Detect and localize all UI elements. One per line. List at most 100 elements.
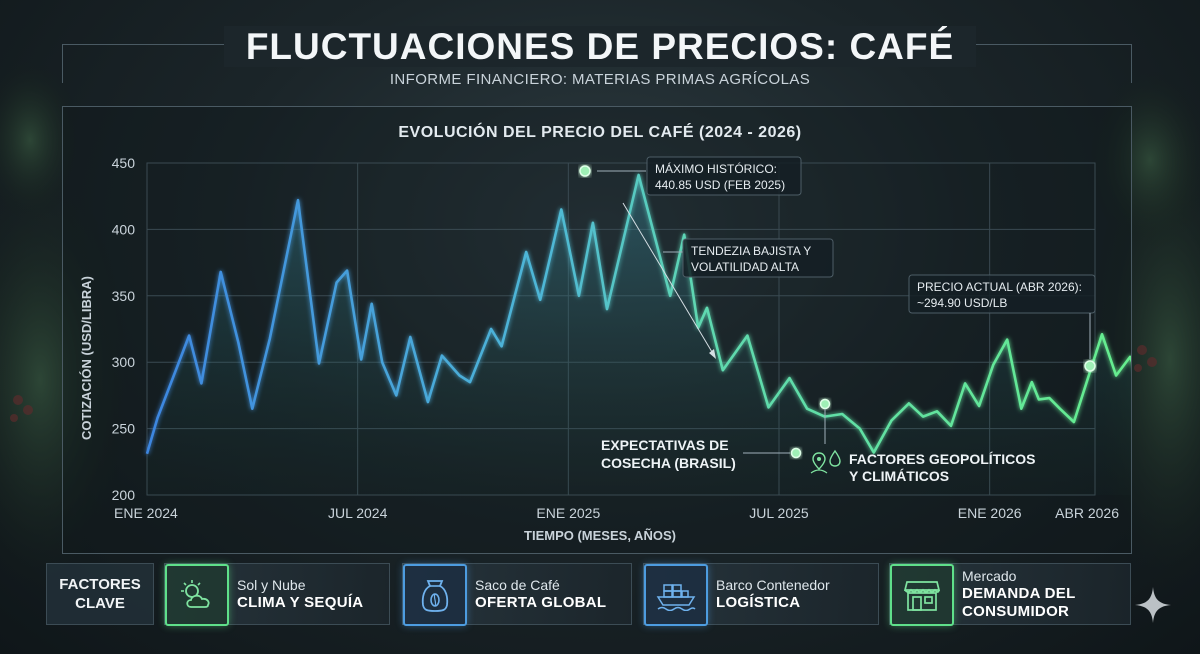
data-point bbox=[441, 354, 443, 356]
data-point bbox=[1031, 381, 1033, 383]
data-point bbox=[1059, 408, 1061, 410]
price-line bbox=[145, 173, 1131, 455]
data-point bbox=[220, 271, 222, 273]
data-point bbox=[592, 222, 594, 224]
data-point bbox=[490, 328, 492, 330]
data-point bbox=[1101, 333, 1103, 335]
data-point bbox=[469, 381, 471, 383]
data-point bbox=[1115, 374, 1117, 376]
current-marker bbox=[1084, 360, 1096, 372]
data-point bbox=[669, 295, 671, 297]
data-point bbox=[395, 394, 397, 396]
data-point bbox=[722, 369, 724, 371]
data-point bbox=[237, 341, 239, 343]
x-tick-label: ENE 2024 bbox=[114, 505, 178, 521]
market-stall-icon bbox=[890, 564, 954, 626]
x-tick-label: ENE 2026 bbox=[958, 505, 1022, 521]
data-point bbox=[950, 425, 952, 427]
data-point bbox=[1073, 421, 1075, 423]
sun-cloud-icon bbox=[165, 564, 229, 626]
chart-panel: EVOLUCIÓN DEL PRECIO DEL CAFÉ (2024 - 20… bbox=[62, 106, 1132, 554]
container-ship-icon bbox=[644, 564, 708, 626]
data-point bbox=[500, 345, 502, 347]
data-point bbox=[992, 364, 994, 366]
data-point bbox=[156, 417, 158, 419]
data-point bbox=[890, 419, 892, 421]
factor-sub-climate: Sol y Nube bbox=[237, 577, 306, 593]
factor-main-logistics: LOGÍSTICA bbox=[716, 594, 801, 611]
data-point bbox=[346, 269, 348, 271]
trend-line-1: TENDEZIA BAJISTA Y bbox=[691, 244, 811, 258]
water-drop-icon bbox=[829, 449, 841, 467]
x-tick-label: JUL 2025 bbox=[749, 505, 809, 521]
x-tick-label: JUL 2024 bbox=[328, 505, 388, 521]
data-point bbox=[936, 410, 938, 412]
data-point bbox=[908, 402, 910, 404]
geo-line-2: Y CLIMÁTICOS bbox=[849, 468, 949, 484]
data-point bbox=[1048, 397, 1050, 399]
data-point bbox=[922, 415, 924, 417]
harvest-marker bbox=[790, 447, 802, 459]
peak-value: 440.85 USD (FEB 2025) bbox=[655, 178, 785, 192]
factor-card-climate[interactable]: Sol y Nube CLIMA Y SEQUÍA bbox=[164, 563, 390, 626]
data-point bbox=[606, 308, 608, 310]
current-value: ~294.90 USD/LB bbox=[917, 296, 1007, 310]
data-point bbox=[560, 208, 562, 210]
chart-title: EVOLUCIÓN DEL PRECIO DEL CAFÉ (2024 - 20… bbox=[398, 122, 801, 141]
data-point bbox=[978, 405, 980, 407]
current-price-annotation: PRECIO ACTUAL (ABR 2026): ~294.90 USD/LB bbox=[908, 274, 1096, 372]
factor-card-logistics[interactable]: Barco Contenedor LOGÍSTICA bbox=[643, 563, 879, 626]
factor-main-climate: CLIMA Y SEQUÍA bbox=[237, 594, 364, 611]
data-point bbox=[706, 307, 708, 309]
page-subtitle: INFORME FINANCIERO: MATERIAS PRIMAS AGRÍ… bbox=[389, 71, 811, 88]
data-point bbox=[637, 174, 639, 176]
y-axis-ticks: 200 250 300 350 400 450 bbox=[112, 155, 136, 503]
geo-marker bbox=[819, 398, 831, 410]
data-point bbox=[841, 413, 843, 415]
peak-marker bbox=[579, 165, 591, 177]
y-tick-label: 300 bbox=[112, 354, 136, 370]
page-title: FLUCTUACIONES DE PRECIOS: CAFÉ bbox=[0, 26, 1200, 68]
y-tick-label: 400 bbox=[112, 221, 136, 237]
x-axis-ticks: ENE 2024 JUL 2024 ENE 2025 JUL 2025 ENE 2026… bbox=[114, 505, 1119, 521]
data-point bbox=[788, 377, 790, 379]
data-point bbox=[381, 361, 383, 363]
factor-main-demand-1: DEMANDA DEL bbox=[962, 585, 1076, 602]
data-point bbox=[539, 299, 541, 301]
data-point bbox=[318, 362, 320, 364]
data-point bbox=[427, 401, 429, 403]
coffee-sack-icon bbox=[403, 564, 467, 626]
y-tick-label: 350 bbox=[112, 288, 136, 304]
trend-annotation: TENDEZIA BAJISTA Y VOLATILIDAD ALTA bbox=[622, 202, 834, 359]
harvest-line-2: COSECHA (BRASIL) bbox=[601, 455, 736, 471]
data-point bbox=[269, 337, 271, 339]
factor-card-demand[interactable]: Mercado DEMANDA DEL CONSUMIDOR bbox=[889, 563, 1131, 626]
y-tick-label: 450 bbox=[112, 155, 136, 171]
key-factors-label-line-1: FACTORES bbox=[59, 576, 141, 593]
data-point bbox=[1020, 408, 1022, 410]
factor-card-supply[interactable]: Saco de Café OFERTA GLOBAL bbox=[402, 563, 632, 626]
current-label: PRECIO ACTUAL (ABR 2026): bbox=[917, 280, 1082, 294]
price-area-fill bbox=[147, 175, 1131, 495]
data-point bbox=[1038, 398, 1040, 400]
y-tick-label: 200 bbox=[112, 487, 136, 503]
geo-annotation: FACTORES GEOPOLÍTICOS Y CLIMÁTICOS bbox=[810, 398, 1035, 484]
x-axis-label: TIEMPO (MESES, AÑOS) bbox=[524, 528, 676, 543]
trend-line-2: VOLATILIDAD ALTA bbox=[691, 260, 799, 274]
peak-label: MÁXIMO HISTÓRICO: bbox=[655, 161, 777, 176]
data-point bbox=[578, 295, 580, 297]
data-point bbox=[200, 382, 202, 384]
key-factors-bar: FACTORES CLAVE Sol y Nube CLIMA Y SEQUÍA bbox=[46, 561, 1132, 627]
data-point bbox=[297, 199, 299, 201]
data-point bbox=[188, 334, 190, 336]
data-point bbox=[525, 251, 527, 253]
data-point bbox=[251, 408, 253, 410]
price-chart: EVOLUCIÓN DEL PRECIO DEL CAFÉ (2024 - 20… bbox=[79, 122, 1131, 543]
y-axis-label: COTIZACIÓN (USD/LIBRA) bbox=[79, 276, 94, 440]
x-tick-label: ABR 2026 bbox=[1055, 505, 1119, 521]
key-factors-label: FACTORES CLAVE bbox=[46, 563, 154, 625]
harvest-line-1: EXPECTATIVAS DE bbox=[601, 437, 729, 453]
sparkle-icon bbox=[1135, 587, 1171, 623]
factor-sub-demand: Mercado bbox=[962, 568, 1017, 584]
data-point bbox=[683, 234, 685, 236]
